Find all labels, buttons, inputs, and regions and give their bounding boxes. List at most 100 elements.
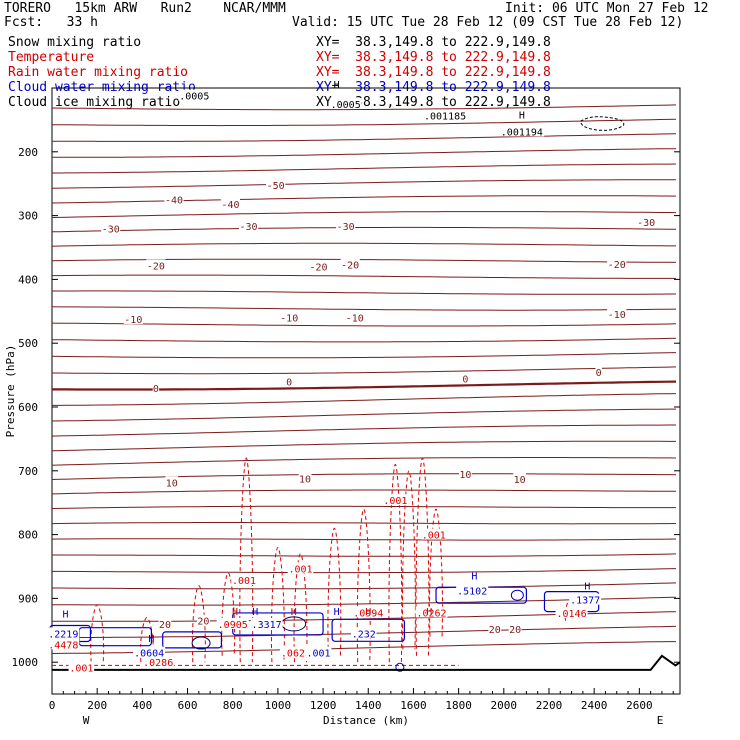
- temperature-label: 0: [462, 374, 468, 385]
- temperature-label-bg: [196, 614, 210, 626]
- temperature-label-bg: [345, 311, 365, 323]
- cloud-water-core: [191, 636, 211, 650]
- y-tick-label: 900: [18, 592, 38, 605]
- valid-time: Valid: 15 UTC Tue 28 Feb 12 (09 CST Tue …: [292, 15, 684, 30]
- temperature-label-bg: [340, 258, 360, 270]
- rain-contour: [270, 546, 285, 663]
- temperature-label: -30: [240, 222, 258, 233]
- temperature-label: -40: [221, 200, 239, 211]
- isotherm-line: [51, 306, 677, 311]
- rain-contour: [401, 470, 416, 650]
- high-marker: H: [426, 607, 432, 618]
- temperature-label: -20: [147, 261, 165, 272]
- y-tick-label: 600: [18, 401, 38, 414]
- x-tick-label: 600: [178, 699, 198, 712]
- field-name-2: Rain water mixing ratio: [8, 65, 189, 80]
- rain-label: .001: [422, 531, 446, 542]
- snow-label: .001185: [424, 111, 466, 122]
- x-tick-label: 1600: [400, 699, 427, 712]
- x-tick-label: 2400: [581, 699, 608, 712]
- temperature-label-bg: [298, 472, 312, 484]
- y-axis-title: Pressure (hPa): [4, 345, 17, 438]
- field-name-1: Temperature: [8, 50, 95, 65]
- temperature-label-bg: [336, 219, 356, 231]
- rain-label: .001: [383, 496, 407, 507]
- rain-contour: [415, 457, 430, 656]
- isotherm-line: [52, 133, 677, 142]
- temperature-label-bg: [513, 473, 527, 485]
- temperature-label: 0: [153, 384, 159, 395]
- high-marker: H: [148, 634, 154, 645]
- y-tick-label: 1000: [12, 656, 39, 669]
- field-xy-2: XY= 38.3,149.8 to 222.9,149.8: [316, 65, 551, 80]
- isotherm-line: [52, 274, 676, 279]
- resolution: 15km ARW: [74, 1, 138, 16]
- x-tick-label: 2600: [626, 699, 653, 712]
- temperature-label-bg: [146, 259, 166, 271]
- x-tick-label: 400: [132, 699, 152, 712]
- snow-label-bg: [329, 97, 362, 109]
- snow-label: .0005: [331, 100, 361, 111]
- temperature-label: -50: [267, 181, 285, 192]
- fcst-value: 33 h: [66, 15, 98, 30]
- cloud-water-contour: [331, 618, 406, 642]
- rain-label-bg: [555, 607, 588, 619]
- isotherm-line: [52, 148, 677, 158]
- temperature-label-bg: [158, 617, 172, 629]
- rain-label: .0262: [416, 608, 446, 619]
- x-axis-east-label: E: [657, 714, 664, 727]
- rain-contour: [293, 553, 308, 663]
- temperature-label-bg: [595, 365, 602, 377]
- run-label: Run2: [160, 1, 192, 16]
- rain-contour: [139, 617, 154, 663]
- temperature-label-bg: [220, 198, 241, 210]
- high-marker: H: [63, 610, 69, 621]
- isotherm-line: [52, 163, 677, 174]
- cloud-water-label: .1377: [570, 596, 600, 607]
- model-name: TORERO: [4, 1, 51, 16]
- temperature-label: 20: [197, 617, 209, 628]
- cloud-water-label: .0604: [134, 649, 164, 660]
- isotherm-line: [52, 568, 677, 574]
- forecast-line: Fcst: 33 h: [4, 16, 98, 30]
- high-marker: H: [334, 607, 340, 618]
- isotherm-line: [52, 553, 677, 557]
- cloud-water-label-bg: [47, 627, 80, 639]
- cloud-water-label-bg: [569, 593, 602, 605]
- isotherm-line: [52, 366, 677, 375]
- rain-label: .001: [69, 663, 93, 674]
- rain-label: .0905: [218, 620, 248, 631]
- temperature-label: -10: [608, 310, 626, 321]
- temperature-label-bg: [266, 178, 286, 190]
- terrain-line: [52, 654, 681, 671]
- cloud-water-label: .3317: [252, 620, 282, 631]
- temperature-label-bg: [101, 222, 121, 234]
- rain-contour: [429, 508, 443, 637]
- temperature-label: 20: [489, 625, 501, 636]
- y-tick-label: 700: [18, 465, 38, 478]
- rain-label: .001: [232, 576, 256, 587]
- cloud-water-label: .001: [307, 649, 331, 660]
- x-tick-label: 1200: [310, 699, 337, 712]
- x-tick-label: 2000: [491, 699, 518, 712]
- rain-label-bg: [216, 617, 249, 629]
- temperature-label: 20: [159, 620, 171, 631]
- isotherm-line: [51, 352, 677, 359]
- isotherm-line: [51, 457, 677, 466]
- isotherm-line: [51, 538, 677, 541]
- x-tick-label: 1800: [445, 699, 472, 712]
- isotherm-line: [52, 393, 677, 406]
- cloud-water-point: [395, 662, 405, 672]
- snow-label-bg: [178, 89, 211, 101]
- x-tick-label: 0: [49, 699, 56, 712]
- temperature-label: 10: [459, 470, 471, 481]
- isotherm-line: [51, 408, 676, 422]
- isotherm-line: [51, 322, 677, 327]
- cloud-water-label-bg: [456, 584, 489, 596]
- high-marker: H: [232, 607, 238, 618]
- fcst-label: Fcst:: [4, 15, 44, 30]
- surface-line: [52, 654, 681, 671]
- snow-label-bg: [422, 109, 468, 121]
